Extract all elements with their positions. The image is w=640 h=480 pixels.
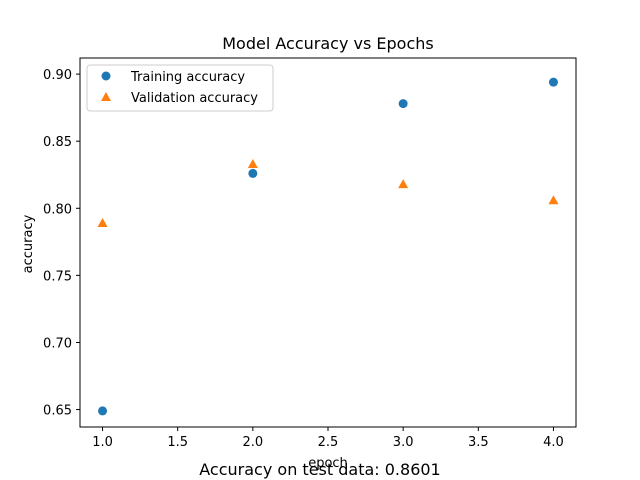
data-marks [97,77,559,416]
y-tick-label: 0.70 [43,336,72,351]
legend-marker [101,92,111,101]
series-training [98,77,558,416]
legend: Training accuracy Validation accuracy [86,64,274,112]
legend-marker [101,71,111,81]
y-tick-label: 0.85 [43,135,72,150]
data-point [97,218,108,228]
x-tick-label: 3.5 [468,435,489,450]
data-point [548,195,559,205]
legend-box [86,64,274,112]
y-tick-label: 0.75 [43,269,72,284]
x-tick-label: 4.0 [543,435,564,450]
data-point [98,406,108,416]
x-tick-label: 2.0 [243,435,264,450]
data-point [398,99,408,109]
test-accuracy-caption: Accuracy on test data: 0.8601 [199,460,440,479]
series-validation [97,159,559,228]
x-tick-label: 1.5 [167,435,188,450]
legend-label: Validation accuracy [131,91,258,106]
data-point [248,168,258,178]
data-point [398,179,409,189]
legend-label: Training accuracy [130,70,245,85]
legend-entry: Validation accuracy [101,91,258,106]
chart-title: Model Accuracy vs Epochs [222,34,433,53]
x-axis-label: epoch [308,456,348,471]
y-tick-label: 0.80 [43,202,72,217]
axes: 1.0 1.5 2.0 2.5 3.0 3.5 4.0 0.65 0.70 0.75 0.80 0.8… [43,57,577,450]
x-tick-label: 2.5 [318,435,339,450]
data-point [247,159,258,169]
x-tick-label: 3.0 [393,435,414,450]
plot-frame [79,57,577,428]
x-tick-label: 1.0 [92,435,113,450]
y-tick-label: 0.90 [43,68,72,83]
data-point [548,77,558,87]
y-axis-label: accuracy [21,214,36,273]
legend-entry: Training accuracy [101,70,245,85]
y-tick-label: 0.65 [43,404,72,419]
